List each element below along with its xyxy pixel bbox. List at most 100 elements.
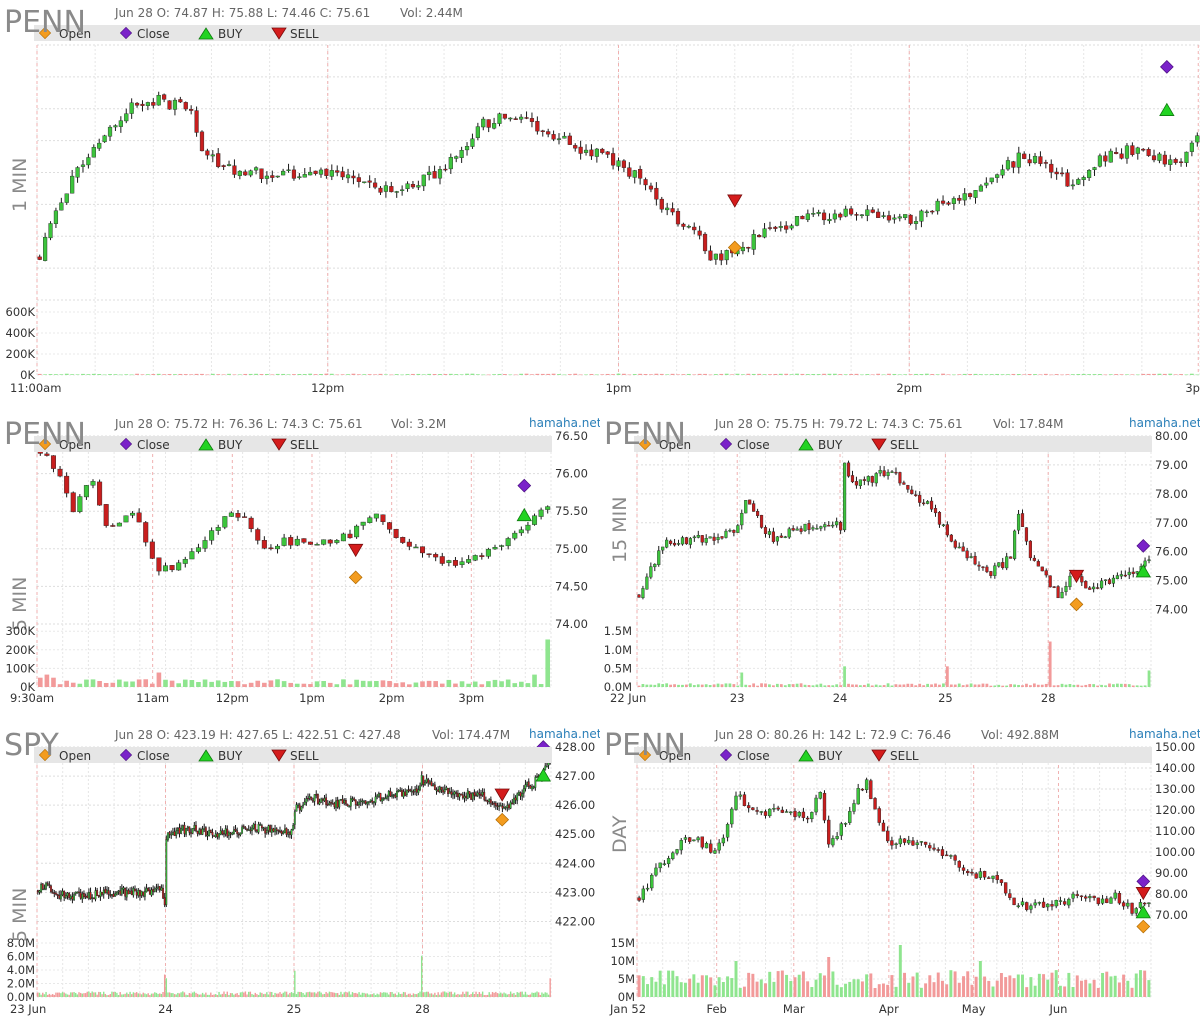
candle-body bbox=[974, 873, 978, 879]
volume-bar bbox=[170, 993, 172, 997]
candle-body bbox=[1048, 575, 1052, 588]
volume-bar bbox=[1116, 683, 1119, 687]
candle-body bbox=[117, 890, 120, 892]
volume-bar bbox=[75, 992, 77, 997]
volume-bar bbox=[759, 979, 763, 997]
candle-body bbox=[344, 800, 347, 805]
volume-bar bbox=[323, 993, 326, 997]
volume-bar bbox=[205, 374, 210, 376]
volume-bar bbox=[713, 985, 717, 997]
candle-body bbox=[445, 787, 448, 790]
volume-bar bbox=[870, 685, 874, 687]
time-tick-label: 28 bbox=[1041, 691, 1056, 705]
candle-body bbox=[1100, 898, 1105, 904]
candle-body bbox=[512, 532, 518, 539]
candle-body bbox=[791, 528, 795, 531]
price-tick-label: 140.00 bbox=[1155, 761, 1195, 775]
candle-body bbox=[1008, 893, 1012, 898]
candle-body bbox=[803, 523, 807, 532]
candle-body bbox=[401, 789, 403, 797]
volume-bar bbox=[544, 992, 546, 997]
volume-bar bbox=[117, 994, 120, 997]
sell-legend-icon bbox=[271, 27, 287, 40]
candle-body bbox=[396, 790, 398, 798]
candle-body bbox=[502, 113, 507, 119]
candle-body bbox=[529, 118, 535, 122]
volume-bar bbox=[109, 994, 112, 997]
volume-bar bbox=[865, 374, 870, 375]
candle-body bbox=[1079, 895, 1084, 898]
candle-body bbox=[903, 214, 908, 218]
volume-bar bbox=[269, 991, 271, 997]
volume-bar bbox=[310, 992, 312, 997]
legend-close-label: Close bbox=[137, 27, 170, 41]
volume-bar bbox=[397, 992, 400, 997]
candle-body bbox=[447, 787, 449, 795]
candle-body bbox=[50, 885, 52, 893]
volume-bar bbox=[589, 373, 594, 375]
candle-body bbox=[930, 210, 935, 213]
candle-body bbox=[772, 808, 776, 810]
candle-body bbox=[413, 546, 419, 549]
timeframe-label: 5 MIN bbox=[9, 577, 31, 631]
volume-bar bbox=[189, 680, 195, 687]
volume-bar bbox=[881, 374, 886, 376]
candle-body bbox=[91, 147, 96, 158]
volume-bar bbox=[251, 994, 253, 997]
volume-bar bbox=[210, 373, 215, 375]
candle-body bbox=[1092, 895, 1096, 899]
candle-body bbox=[393, 528, 399, 538]
volume-bar bbox=[363, 992, 365, 997]
candle-body bbox=[264, 828, 267, 834]
candle-body bbox=[345, 174, 351, 179]
volume-bar bbox=[1016, 974, 1020, 997]
candle-body bbox=[970, 871, 974, 874]
candle-body bbox=[182, 559, 188, 564]
volume-bar bbox=[534, 992, 537, 997]
candle-body bbox=[358, 801, 360, 805]
candle-body bbox=[676, 543, 681, 545]
volume-bar bbox=[643, 374, 648, 375]
volume-bar bbox=[528, 994, 530, 997]
volume-bar bbox=[460, 994, 462, 997]
candle-body bbox=[137, 890, 140, 896]
volume-bar bbox=[1033, 374, 1037, 375]
candle-body bbox=[671, 852, 675, 860]
volume-bar bbox=[110, 682, 116, 687]
candle-body bbox=[1143, 560, 1147, 567]
volume-bar bbox=[760, 683, 763, 687]
candle-body bbox=[134, 102, 140, 106]
candle-body bbox=[239, 832, 242, 836]
volume-bar bbox=[467, 991, 469, 997]
volume-bar bbox=[175, 994, 177, 997]
volume-bar bbox=[946, 374, 951, 376]
price-tick-label: 110.00 bbox=[1155, 824, 1195, 838]
candle-body bbox=[386, 796, 388, 799]
candle-body bbox=[476, 792, 479, 796]
close-marker bbox=[1136, 874, 1151, 889]
volume-bar bbox=[797, 974, 801, 997]
volume-bar bbox=[475, 374, 480, 375]
volume-bar bbox=[106, 995, 108, 997]
watermark-label: hamaha.net bbox=[1129, 416, 1200, 430]
candle-body bbox=[162, 565, 169, 572]
volume-bar bbox=[1064, 684, 1068, 687]
volume-bar bbox=[938, 684, 941, 687]
volume-bar bbox=[183, 374, 188, 375]
candle-body bbox=[957, 860, 961, 868]
volume-bar bbox=[165, 978, 168, 997]
candle-body bbox=[53, 892, 56, 894]
candle-body bbox=[479, 555, 485, 557]
volume-bar bbox=[870, 374, 875, 376]
candle-body bbox=[995, 875, 999, 880]
volume-bar bbox=[965, 684, 969, 687]
volume-bar bbox=[746, 373, 751, 375]
chart-svg-p2: Open Close BUY SELL PENN Jun 28 O: 75.72… bbox=[4, 416, 600, 705]
candle-body bbox=[429, 781, 431, 784]
sell-legend-icon bbox=[271, 749, 287, 762]
candle-body bbox=[540, 130, 545, 132]
volume-bar bbox=[355, 992, 357, 997]
candle-body bbox=[340, 171, 345, 178]
volume-bar bbox=[878, 685, 882, 687]
volume-bar bbox=[119, 992, 121, 997]
